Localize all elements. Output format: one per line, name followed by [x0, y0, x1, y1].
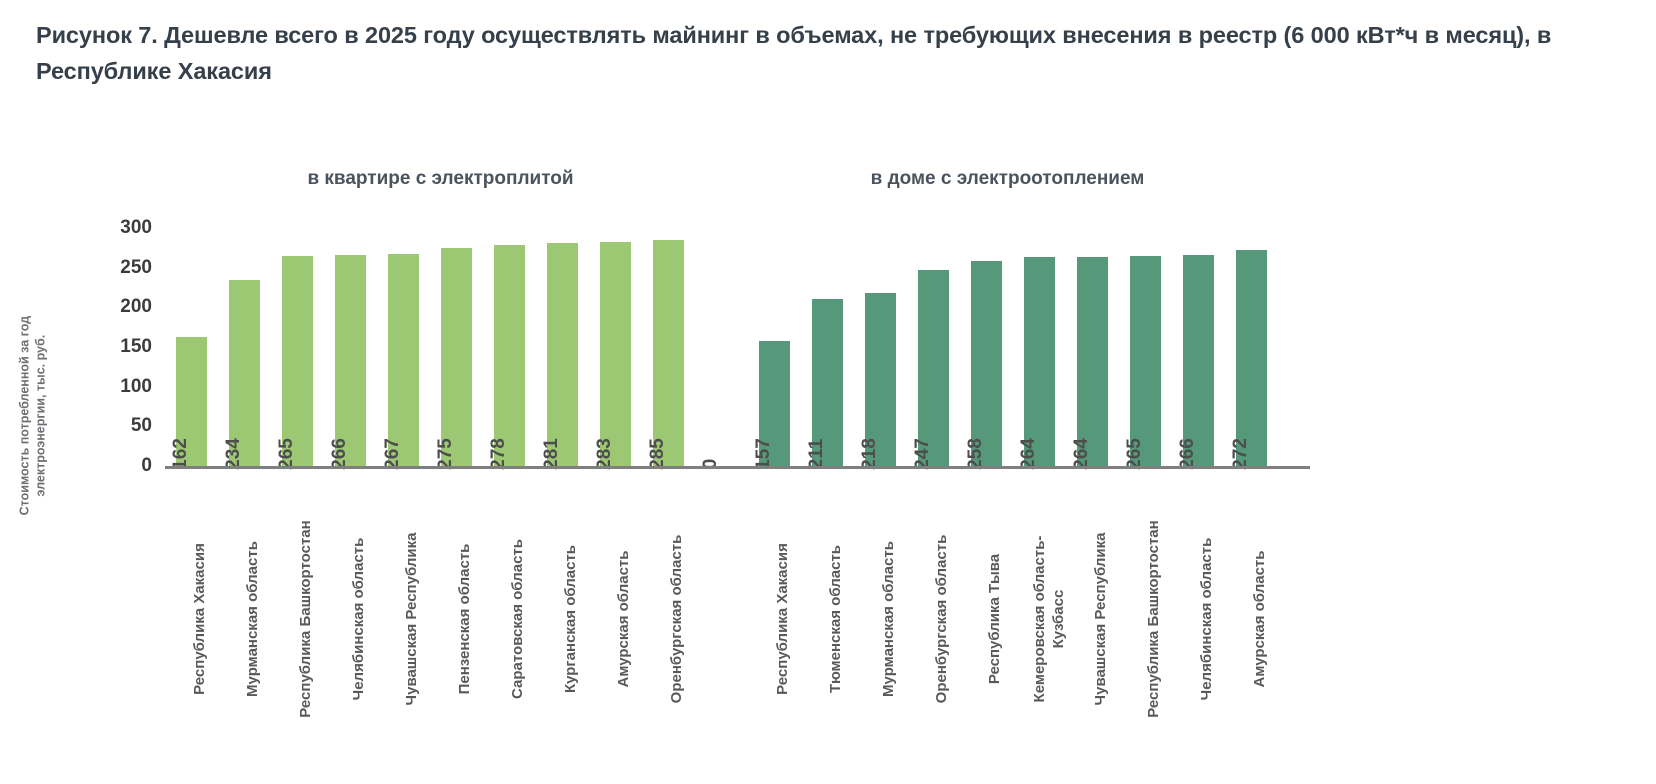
bar-slot: 285: [642, 228, 695, 470]
category-label: Мурманская область: [879, 541, 897, 697]
bar-slot: 283: [589, 228, 642, 470]
bar-gap-slot: 0: [695, 228, 748, 470]
bar-slot: 272: [1225, 228, 1278, 470]
bar-slot: 162: [165, 228, 218, 470]
category-label: Саратовская область: [508, 539, 526, 699]
bar: [1236, 250, 1267, 466]
bar: [600, 241, 631, 466]
category-label: Амурская область: [1250, 550, 1268, 688]
category-label: Оренбургская область: [932, 534, 950, 704]
bar: [812, 298, 843, 466]
category-label: Курганская область: [561, 544, 579, 694]
figure-caption: Рисунок 7. Дешевле всего в 2025 году осу…: [36, 22, 1552, 84]
bar: [282, 255, 313, 466]
bar: [653, 239, 684, 466]
category-label: Мурманская область: [243, 541, 261, 697]
bar-slot: 157: [748, 228, 801, 470]
bar: [1183, 254, 1214, 466]
x-axis-line: [165, 466, 1310, 469]
plot-area: 162 234 265 266 267 275 278 281 283 285 0 157 211 218…: [165, 228, 1310, 470]
bar: [865, 293, 896, 466]
bar-slot: 234: [218, 228, 271, 470]
bar-slot: 266: [1172, 228, 1225, 470]
category-label: Республика Башкортостан: [296, 520, 314, 718]
bar-slot: 266: [324, 228, 377, 470]
y-axis-ticks: 0 50 100 150 200 250 300: [100, 217, 152, 476]
panel-title-left: в квартире с электроплитой: [307, 168, 574, 189]
bar: [1130, 255, 1161, 466]
bar-slot: 247: [907, 228, 960, 470]
y-axis-label: Стоимость потребленной за год электроэне…: [17, 315, 47, 516]
bar: [759, 341, 790, 466]
category-label: Чувашская Республика: [402, 532, 420, 706]
bar-slot: 218: [854, 228, 907, 470]
bar: [494, 245, 525, 466]
bar-slot: 265: [1119, 228, 1172, 470]
bar: [388, 254, 419, 466]
bar-slot: 267: [377, 228, 430, 470]
bar: [229, 280, 260, 466]
bar-slot: 278: [483, 228, 536, 470]
bar: [918, 270, 949, 466]
y-tick-label: 50: [130, 415, 152, 437]
bar-chart: в квартире с электроплитой в доме с элек…: [0, 150, 1656, 784]
bar: [1024, 256, 1055, 466]
bar: [441, 247, 472, 466]
category-label: Тюменская область: [826, 544, 844, 694]
category-label: Амурская область: [614, 550, 632, 688]
category-label: Республика Хакасия: [190, 543, 208, 695]
bar-slot: 265: [271, 228, 324, 470]
y-tick-label: 0: [141, 455, 152, 476]
bar-slot: 264: [1013, 228, 1066, 470]
category-label: Пензенская область: [455, 543, 473, 695]
category-label: Республика Башкортостан: [1144, 520, 1162, 718]
bar-value-label: 211: [805, 438, 827, 470]
category-label: Чувашская Республика: [1091, 532, 1109, 706]
y-tick-label: 100: [120, 375, 152, 397]
bar-slot: 211: [801, 228, 854, 469]
panel-title-right: в доме с электроотоплением: [870, 168, 1145, 189]
bar-slot: 281: [536, 228, 589, 470]
bar: [1077, 256, 1108, 466]
bar-slot: 275: [430, 228, 483, 470]
category-label: Республика Тыва: [985, 553, 1003, 685]
y-tick-label: 150: [120, 336, 152, 357]
bar: [176, 337, 207, 466]
bar: [971, 261, 1002, 466]
category-label: Кемеровская область- Кузбасс: [1030, 535, 1067, 703]
category-label: Республика Хакасия: [773, 543, 791, 695]
bar-slot: 264: [1066, 228, 1119, 470]
category-label: Челябинская область: [349, 537, 367, 701]
category-label: Оренбургская область: [667, 534, 685, 704]
bar: [547, 243, 578, 466]
y-tick-label: 200: [120, 296, 152, 318]
bar: [335, 254, 366, 466]
y-tick-label: 250: [120, 256, 152, 278]
category-label: Челябинская область: [1197, 537, 1215, 701]
y-tick-label: 300: [120, 217, 152, 238]
bar-slot: 258: [960, 228, 1013, 470]
